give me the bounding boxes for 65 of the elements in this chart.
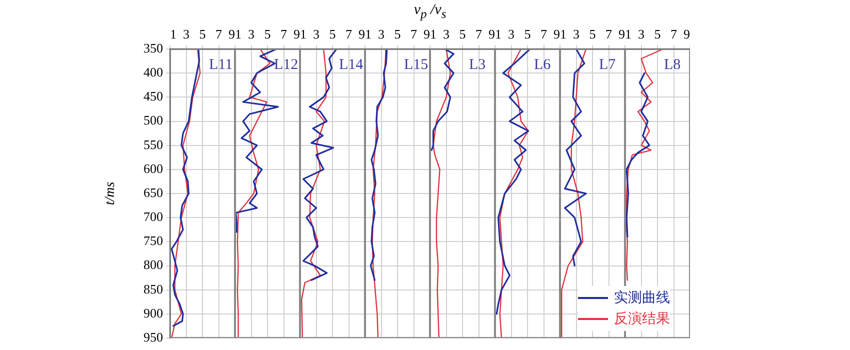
- y-tick-label: 350: [144, 40, 163, 56]
- annotation: L8: [664, 56, 681, 73]
- x-tick-label: 3: [248, 26, 254, 42]
- y-axis-title: t/ms: [103, 181, 118, 206]
- y-tick-label: 450: [144, 88, 163, 104]
- annotation: L14: [339, 56, 364, 73]
- x-tick-label: 7: [476, 26, 482, 42]
- y-tick-label: 650: [144, 184, 163, 200]
- y-tick-label: 800: [144, 257, 163, 272]
- x-tick-label: 9: [554, 26, 560, 42]
- annotation: L3: [469, 56, 486, 73]
- x-tick-label: 1: [625, 26, 632, 42]
- x-tick-label: 3: [313, 26, 320, 42]
- x-tick-label: 9: [488, 26, 495, 42]
- x-tick-label: 5: [524, 26, 531, 42]
- x-tick-label: 9: [684, 26, 690, 42]
- x-tick-label: 1: [430, 26, 436, 42]
- x-tick-label: 7: [606, 26, 612, 42]
- x-tick-label: 3: [183, 26, 190, 42]
- y-tick-label: 400: [144, 64, 163, 80]
- x-tick-label: 1: [235, 26, 242, 42]
- x-tick-label: 1: [300, 26, 306, 42]
- y-tick-label: 950: [144, 329, 163, 344]
- x-tick-label: 3: [573, 26, 580, 42]
- annotation: L11: [209, 56, 233, 73]
- x-tick-label: 7: [410, 26, 418, 42]
- x-tick-label: 3: [508, 26, 514, 42]
- x-tick-label: 5: [459, 26, 466, 42]
- x-tick-label: 7: [216, 26, 222, 42]
- x-tick-label: 7: [540, 26, 548, 42]
- y-tick-label: 600: [144, 160, 163, 176]
- x-tick-label: 7: [346, 26, 352, 42]
- x-tick-label: 1: [365, 26, 372, 42]
- annotation: L7: [599, 56, 616, 73]
- x-axis-title: v$_{p}$ /v$_{s}$: [414, 2, 446, 22]
- annotation: L6: [534, 56, 552, 73]
- x-tick-label: 9: [294, 26, 300, 42]
- x-tick-label: 5: [654, 26, 661, 42]
- x-tick-label: 5: [199, 26, 206, 42]
- y-tick-label: 850: [144, 281, 163, 296]
- x-tick-label: 3: [638, 26, 644, 42]
- x-tick-label: 7: [280, 26, 288, 42]
- annotation: L12: [274, 56, 298, 73]
- x-tick-label: 7: [670, 26, 678, 42]
- y-tick-label: 550: [144, 136, 163, 152]
- legend-label: 反演结果: [614, 310, 670, 328]
- x-tick-label: 3: [378, 26, 384, 42]
- x-tick-label: 9: [618, 26, 625, 42]
- x-tick-label: 1: [170, 26, 176, 42]
- y-tick-label: 500: [144, 112, 163, 128]
- y-tick-label: 750: [144, 233, 163, 248]
- x-tick-label: 1: [560, 26, 566, 42]
- y-tick-label: 700: [144, 209, 163, 224]
- x-tick-label: 9: [358, 26, 365, 42]
- x-tick-label: 5: [589, 26, 596, 42]
- x-tick-label: 9: [424, 26, 430, 42]
- y-tick-label: 900: [144, 305, 163, 320]
- legend-label: 实测曲线: [614, 289, 670, 307]
- x-tick-label: 9: [228, 26, 235, 42]
- annotation: L15: [404, 56, 428, 73]
- x-tick-label: 5: [394, 26, 401, 42]
- x-tick-label: 5: [329, 26, 336, 42]
- x-tick-label: 3: [443, 26, 450, 42]
- x-tick-label: 5: [264, 26, 271, 42]
- x-tick-label: 1: [495, 26, 502, 42]
